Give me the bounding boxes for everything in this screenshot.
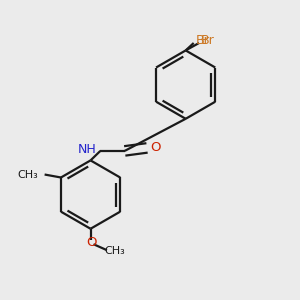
Text: O: O — [150, 141, 160, 154]
Text: Br: Br — [196, 34, 209, 46]
Text: CH₃: CH₃ — [105, 246, 126, 256]
Text: CH₃: CH₃ — [17, 169, 38, 179]
Text: O: O — [86, 236, 97, 249]
Text: Br: Br — [200, 34, 214, 47]
Text: NH: NH — [78, 143, 97, 156]
